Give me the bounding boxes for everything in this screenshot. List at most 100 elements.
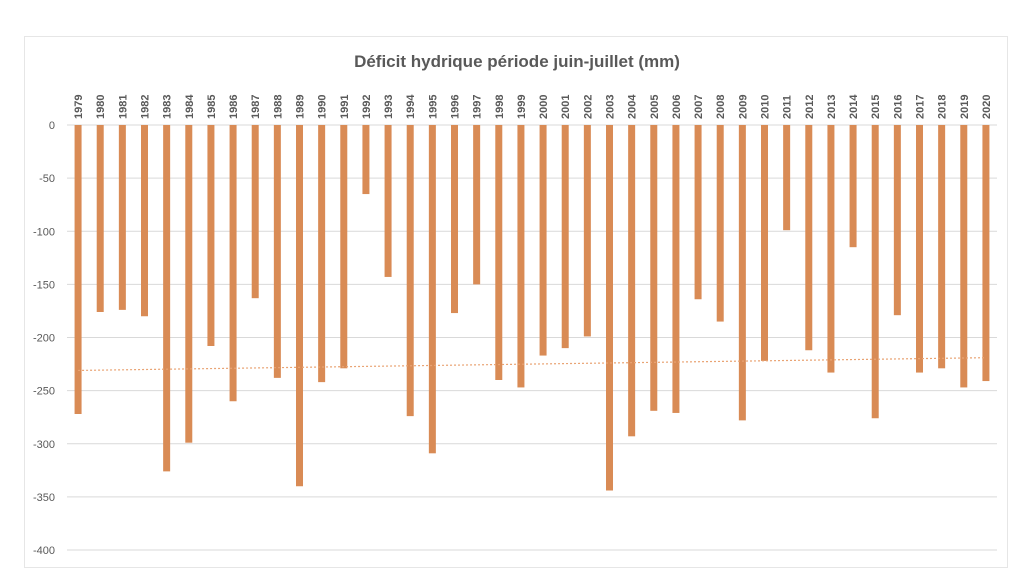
x-tick-label: 2004 xyxy=(627,94,639,119)
y-tick-label: 0 xyxy=(49,120,55,132)
bar-2006 xyxy=(672,125,680,413)
x-tick-label: 2015 xyxy=(870,95,882,119)
x-tick-label: 1989 xyxy=(295,95,307,119)
x-tick-label: 2007 xyxy=(693,95,705,119)
y-tick-label: -350 xyxy=(33,492,55,504)
x-tick-label: 2006 xyxy=(671,95,683,119)
grid-lines xyxy=(67,124,997,551)
x-tick-label: 1987 xyxy=(250,95,262,119)
bar-2013 xyxy=(827,125,835,373)
x-tick-label: 1995 xyxy=(427,95,439,119)
y-tick-label: -300 xyxy=(33,439,55,451)
bar-2012 xyxy=(805,125,813,351)
x-tick-label: 2012 xyxy=(804,95,816,119)
y-tick-label: -150 xyxy=(33,279,55,291)
bar-1988 xyxy=(273,125,281,378)
x-tick-label: 1988 xyxy=(272,95,284,119)
bar-2018 xyxy=(938,125,946,369)
bar-1982 xyxy=(141,125,148,317)
x-tick-label: 1991 xyxy=(339,95,351,119)
bar-1998 xyxy=(495,125,503,380)
bar-1983 xyxy=(163,125,171,472)
x-tick-label: 2003 xyxy=(605,95,617,119)
bar-1999 xyxy=(517,125,525,388)
bar-1987 xyxy=(251,125,259,299)
bar-1997 xyxy=(473,125,481,285)
y-tick-label: -100 xyxy=(33,226,55,238)
x-tick-label: 1986 xyxy=(228,95,240,119)
x-tick-label: 2014 xyxy=(848,94,860,119)
y-tick-label: -250 xyxy=(33,386,55,398)
bar-2011 xyxy=(783,125,791,231)
x-tick-label: 1994 xyxy=(405,94,417,119)
x-tick-label: 2019 xyxy=(959,95,971,119)
x-tick-label: 2002 xyxy=(582,95,594,119)
x-tick-label: 2009 xyxy=(737,95,749,119)
x-tick-label: 2008 xyxy=(715,95,727,119)
x-tick-label: 2000 xyxy=(538,95,550,119)
bar-2001 xyxy=(561,125,569,349)
bar-2009 xyxy=(738,125,746,421)
chart-title: Déficit hydrique période juin-juillet (m… xyxy=(354,52,680,71)
bar-2008 xyxy=(716,125,724,322)
bar-1984 xyxy=(185,125,193,443)
bar-1991 xyxy=(340,125,348,369)
bar-1985 xyxy=(207,125,215,346)
x-tick-label: 1984 xyxy=(184,94,196,119)
x-tick-label: 1992 xyxy=(361,95,373,119)
x-tick-label: 2001 xyxy=(560,95,572,119)
bar-1989 xyxy=(296,125,303,487)
bar-1992 xyxy=(362,125,370,195)
x-tick-label: 1979 xyxy=(73,95,85,119)
x-tick-label: 2013 xyxy=(826,95,838,119)
bar-2016 xyxy=(893,125,901,316)
x-tick-label: 2018 xyxy=(937,95,949,119)
bar-1993 xyxy=(384,125,392,277)
x-tick-label: 2010 xyxy=(760,95,772,119)
bar-2017 xyxy=(916,125,923,373)
bar-chart: Déficit hydrique période juin-juillet (m… xyxy=(33,52,997,557)
x-tick-label: 1993 xyxy=(383,95,395,119)
x-tick-label: 1981 xyxy=(117,95,129,119)
bar-1979 xyxy=(74,125,82,414)
bar-1981 xyxy=(118,125,126,310)
bar-2015 xyxy=(871,125,879,419)
bar-1995 xyxy=(428,125,436,454)
bar-2004 xyxy=(628,125,636,437)
x-tick-label: 1997 xyxy=(472,95,484,119)
bar-2005 xyxy=(650,125,658,411)
x-tick-label: 2005 xyxy=(649,95,661,119)
y-axis-ticks: 0 -50 -100 -150 -200 -250 -300 -350 -400 xyxy=(33,120,55,557)
bar-2000 xyxy=(539,125,547,356)
chart-frame: Déficit hydrique période juin-juillet (m… xyxy=(24,36,1008,568)
bar-2002 xyxy=(583,125,591,337)
bars xyxy=(74,125,990,491)
bar-1994 xyxy=(406,125,414,417)
x-tick-label: 2020 xyxy=(981,95,993,119)
bar-2014 xyxy=(849,125,857,248)
x-tick-label: 1999 xyxy=(516,95,528,119)
bar-2003 xyxy=(606,125,613,491)
x-tick-label: 1990 xyxy=(317,95,329,119)
x-tick-label: 2016 xyxy=(892,95,904,119)
x-tick-label: 1980 xyxy=(95,95,107,119)
bar-1980 xyxy=(96,125,104,312)
x-tick-label: 1983 xyxy=(162,95,174,119)
bar-1990 xyxy=(318,125,326,383)
x-tick-label: 1998 xyxy=(494,95,506,119)
x-tick-label: 2017 xyxy=(915,95,927,119)
trend-line xyxy=(78,357,986,372)
x-tick-label: 1985 xyxy=(206,95,218,119)
x-tick-label: 2011 xyxy=(782,95,794,119)
x-tick-label: 1996 xyxy=(450,95,462,119)
bar-2020 xyxy=(982,125,990,382)
bar-1996 xyxy=(451,125,458,314)
y-tick-label: -400 xyxy=(33,545,55,557)
y-tick-label: -50 xyxy=(39,173,55,185)
y-tick-label: -200 xyxy=(33,333,55,345)
x-tick-label: 1982 xyxy=(140,95,152,119)
bar-2007 xyxy=(694,125,702,300)
bar-1986 xyxy=(229,125,237,402)
x-axis-labels: 1979 1980 1981 1982 1983 1984 1985 1986 1987 1988… xyxy=(73,94,993,119)
bar-2019 xyxy=(960,125,968,388)
